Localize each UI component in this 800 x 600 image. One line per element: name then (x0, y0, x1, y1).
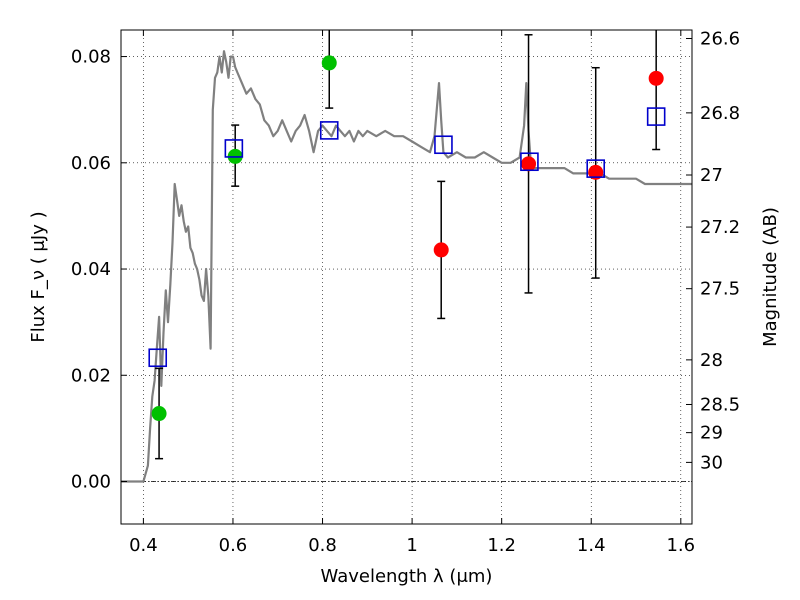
y-tick-label: 0.02 (71, 365, 111, 386)
plot-area (121, 30, 692, 483)
x-tick-label: 1 (406, 535, 417, 556)
x-tick-label: 1.4 (577, 535, 606, 556)
right-axis-title: Magnitude (AB) (760, 207, 781, 347)
data-point (648, 70, 664, 86)
model-flux-marker (319, 121, 339, 140)
y2-tick-label: 26.8 (700, 103, 740, 124)
model-flux-marker (224, 139, 244, 158)
data-point (588, 164, 604, 180)
data-point (151, 406, 167, 422)
model-flux-marker (148, 348, 168, 368)
y-axis-title: Flux F_ν ( μJy ) (28, 211, 49, 342)
model-flux-marker (586, 159, 606, 178)
data-point (521, 156, 537, 172)
y2-tick-label: 30 (700, 452, 723, 473)
model-flux-marker (646, 107, 666, 126)
x-axis-title: Wavelength λ (μm) (321, 566, 493, 587)
x-tick-label: 0.8 (308, 535, 337, 556)
x-tick-label: 0.6 (219, 535, 248, 556)
data-point (433, 242, 449, 258)
y2-tick-label: 27 (700, 165, 723, 186)
model-flux-marker (434, 135, 453, 155)
model-flux-marker (520, 152, 539, 172)
data-point (321, 55, 337, 71)
plot-frame (120, 29, 693, 525)
x-tick-label: 1.6 (666, 535, 695, 556)
y2-tick-label: 26.6 (700, 28, 740, 49)
y-tick-label: 0.00 (71, 472, 111, 493)
x-tick-label: 1.2 (487, 535, 516, 556)
axis-ticks: 0.4 0.6 0.8 1 1.2 1.4 1.6 0.00 0.02 0.04 0.06 0.08 2… (71, 28, 740, 556)
y2-tick-label: 28.5 (700, 394, 740, 415)
y2-tick-label: 29 (700, 423, 723, 444)
y-tick-label: 0.04 (71, 259, 111, 280)
x-tick-label: 0.4 (129, 535, 158, 556)
y2-tick-label: 27.2 (700, 217, 740, 238)
y-tick-label: 0.06 (71, 153, 111, 174)
y2-tick-label: 28 (700, 350, 723, 371)
y2-tick-label: 27.5 (700, 279, 740, 300)
y-tick-label: 0.08 (71, 47, 111, 68)
